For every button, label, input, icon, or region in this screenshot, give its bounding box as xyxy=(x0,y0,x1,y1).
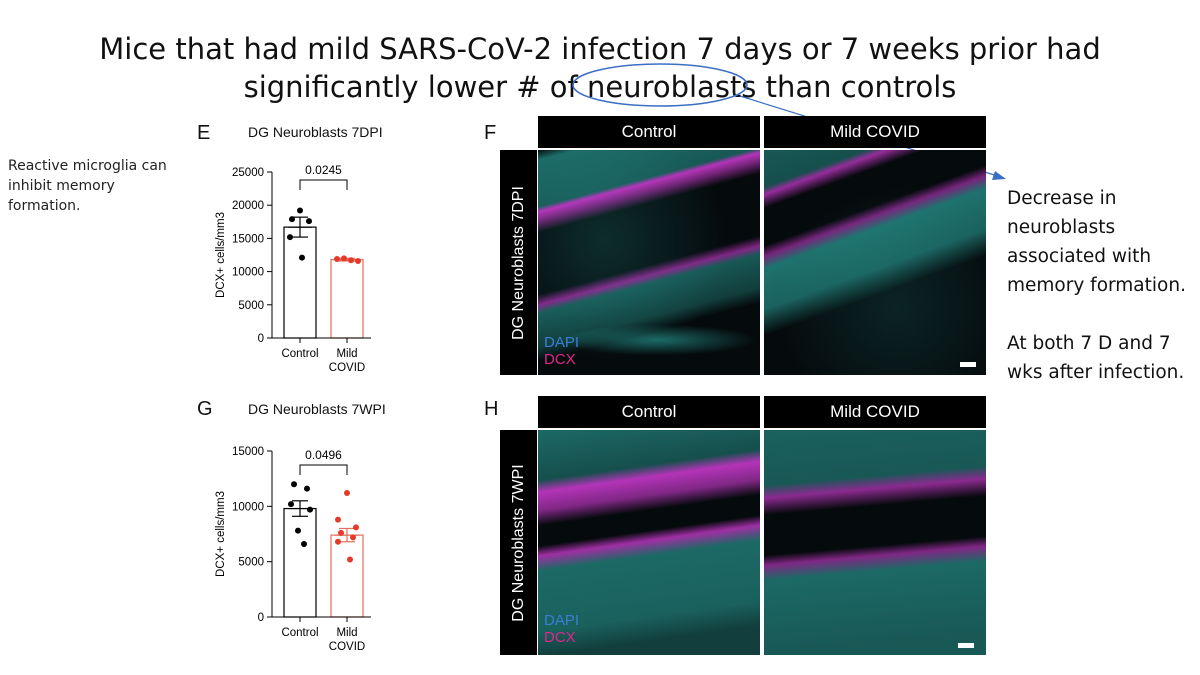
stain-label-dapi: DAPI xyxy=(544,334,580,351)
slide-title-line-1: Mice that had mild SARS-CoV-2 infection … xyxy=(99,32,1101,66)
y-axis-label: DCX+ cells/mm3 xyxy=(215,212,227,298)
y-tick-label: 0 xyxy=(258,612,264,624)
x-tick-label: Control xyxy=(281,348,318,360)
stain-legend: DAPI DCX xyxy=(544,612,579,646)
data-point xyxy=(299,254,305,261)
data-point xyxy=(297,207,303,214)
y-tick-label: 25000 xyxy=(232,167,264,179)
y-tick-label: 5000 xyxy=(238,300,264,312)
panel-h-header-covid: Mild COVID xyxy=(764,396,986,428)
right-note-paragraph-1: Decrease in neuroblasts associated with … xyxy=(1007,188,1186,296)
y-tick-label: 10000 xyxy=(232,267,264,279)
y-tick-label: 20000 xyxy=(232,200,264,212)
chart-g-title: DG Neuroblasts 7WPI xyxy=(248,401,386,417)
micrograph-7wpi-control: DAPI DCX xyxy=(538,430,760,655)
stain-label-dcx: DCX xyxy=(544,351,576,368)
tissue-image xyxy=(538,430,760,655)
x-tick-label: Control xyxy=(281,627,318,639)
data-point xyxy=(301,540,307,547)
left-note: Reactive microglia can inhibit memory fo… xyxy=(8,158,167,214)
panel-f-header-covid: Mild COVID xyxy=(764,116,986,148)
data-point xyxy=(347,556,353,563)
right-note-paragraph-2: At both 7 D and 7 wks after infection. xyxy=(1007,333,1185,383)
significance-bracket xyxy=(299,179,348,190)
micrograph-7dpi-covid xyxy=(764,150,986,375)
data-point xyxy=(353,524,359,531)
x-tick-label: Mild xyxy=(336,627,357,639)
panel-letter-h: H xyxy=(484,398,499,420)
significance-bracket xyxy=(299,464,348,475)
y-tick-label: 0 xyxy=(258,333,264,345)
data-point xyxy=(304,485,310,492)
micrograph-7dpi-control: DAPI DCX xyxy=(538,150,760,375)
panel-f-row-label: DG Neuroblasts 7DPI xyxy=(500,150,537,375)
right-note: Decrease in neuroblasts associated with … xyxy=(1007,184,1197,387)
bar xyxy=(283,507,317,618)
panel-letter-f: F xyxy=(484,122,497,144)
y-tick-label: 15000 xyxy=(232,233,264,245)
panel-letter-e: E xyxy=(197,122,211,144)
x-tick-label: Mild xyxy=(336,348,357,360)
highlight-oval xyxy=(572,63,748,107)
chart-e-title: DG Neuroblasts 7DPI xyxy=(248,124,383,140)
tissue-image xyxy=(538,150,760,375)
tissue-image xyxy=(764,150,986,375)
data-point xyxy=(289,216,295,223)
data-point xyxy=(335,538,341,545)
panel-h-row-label-text: DG Neuroblasts 7WPI xyxy=(509,463,527,622)
data-point xyxy=(344,490,350,497)
scale-bar xyxy=(960,362,976,367)
data-point xyxy=(307,506,313,513)
panel-h-row-label: DG Neuroblasts 7WPI xyxy=(500,430,537,655)
data-point xyxy=(350,534,356,541)
x-tick-label: COVID xyxy=(329,641,365,653)
data-point xyxy=(291,481,297,488)
y-tick-label: 15000 xyxy=(232,446,264,458)
y-axis-label: DCX+ cells/mm3 xyxy=(215,491,227,577)
annotation-arrow-head xyxy=(992,171,1006,180)
data-point xyxy=(341,255,347,262)
data-point xyxy=(355,257,361,264)
data-point xyxy=(288,501,294,508)
data-point xyxy=(335,516,341,523)
y-tick-label: 5000 xyxy=(238,557,264,569)
stain-legend: DAPI DCX xyxy=(544,334,579,368)
scale-bar xyxy=(958,643,974,648)
data-point xyxy=(306,218,312,225)
panel-h-header-control: Control xyxy=(538,396,760,428)
panel-f-row-label-text: DG Neuroblasts 7DPI xyxy=(509,185,527,340)
stain-label-dapi: DAPI xyxy=(544,612,580,629)
slide-title-line-2: significantly lower # of neuroblasts tha… xyxy=(243,70,957,104)
stain-label-dcx: DCX xyxy=(544,629,576,646)
data-point xyxy=(295,527,301,534)
panel-f-header-control: Control xyxy=(538,116,760,148)
data-point xyxy=(334,255,340,262)
micrograph-7wpi-covid xyxy=(764,430,986,655)
panel-letter-g: G xyxy=(197,398,213,420)
tissue-image xyxy=(764,430,986,655)
y-tick-label: 10000 xyxy=(232,501,264,513)
data-point xyxy=(348,257,354,264)
data-point xyxy=(287,234,293,241)
p-value-label: 0.0496 xyxy=(305,448,342,462)
bar xyxy=(330,534,364,618)
p-value-label: 0.0245 xyxy=(305,163,342,177)
x-tick-label: COVID xyxy=(329,362,365,374)
data-point xyxy=(338,529,344,536)
